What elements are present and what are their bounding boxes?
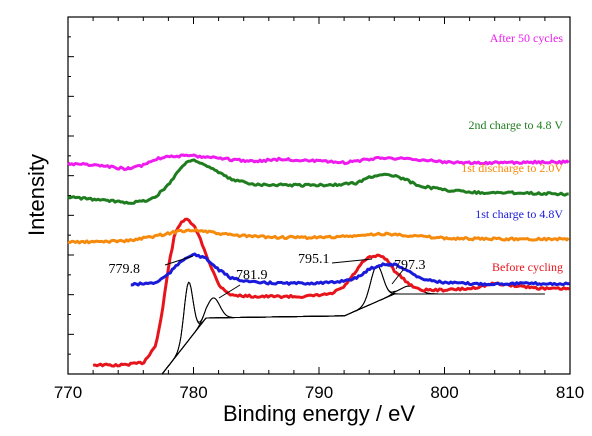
x-axis-ticks: 770 780 790 800 810 bbox=[54, 17, 584, 402]
peak-label: 779.8 bbox=[109, 262, 141, 277]
x-tick-label: 800 bbox=[430, 383, 458, 402]
series-label: 2nd charge to 4.8 V bbox=[468, 118, 563, 132]
fit-curve bbox=[161, 293, 544, 375]
fit-curve bbox=[161, 265, 544, 375]
series-label: 1st discharge to 2.0V bbox=[461, 161, 563, 175]
peak-leader-line bbox=[164, 255, 194, 266]
series-line bbox=[67, 158, 569, 205]
peak-leader-line bbox=[218, 284, 241, 299]
x-tick-label: 790 bbox=[305, 383, 333, 402]
series-label: Before cycling bbox=[492, 260, 563, 274]
fit-curve bbox=[161, 265, 544, 375]
x-tick-label: 780 bbox=[179, 383, 207, 402]
fitted-peak-curves bbox=[161, 265, 545, 375]
fit-curve bbox=[161, 285, 544, 375]
y-axis-ticks bbox=[68, 16, 74, 375]
peak-annotations: 779.8 781.9 795.1 797.3 bbox=[109, 252, 426, 299]
series-label: 1st charge to 4.8V bbox=[475, 207, 563, 221]
x-tick-label: 770 bbox=[54, 383, 82, 402]
series-line bbox=[130, 252, 570, 287]
series-labels: Before cycling 1st charge to 4.8V 1st disc… bbox=[461, 31, 563, 274]
y-axis-title: Intensity bbox=[24, 154, 49, 236]
x-axis-title: Binding energy / eV bbox=[223, 401, 415, 426]
series-label: After 50 cycles bbox=[490, 31, 564, 45]
peak-leader-line bbox=[391, 269, 404, 285]
plot-frame bbox=[67, 16, 571, 375]
fit-baseline bbox=[161, 293, 545, 375]
series-lines bbox=[66, 153, 570, 368]
fit-curve bbox=[161, 281, 544, 375]
peak-label: 795.1 bbox=[298, 252, 330, 267]
peak-leader-line bbox=[331, 258, 373, 264]
peak-label: 781.9 bbox=[236, 268, 268, 283]
series-line bbox=[67, 228, 570, 245]
x-tick-label: 810 bbox=[556, 383, 584, 402]
series-line bbox=[92, 217, 570, 368]
series-line bbox=[66, 153, 570, 171]
peak-label: 797.3 bbox=[394, 258, 426, 273]
